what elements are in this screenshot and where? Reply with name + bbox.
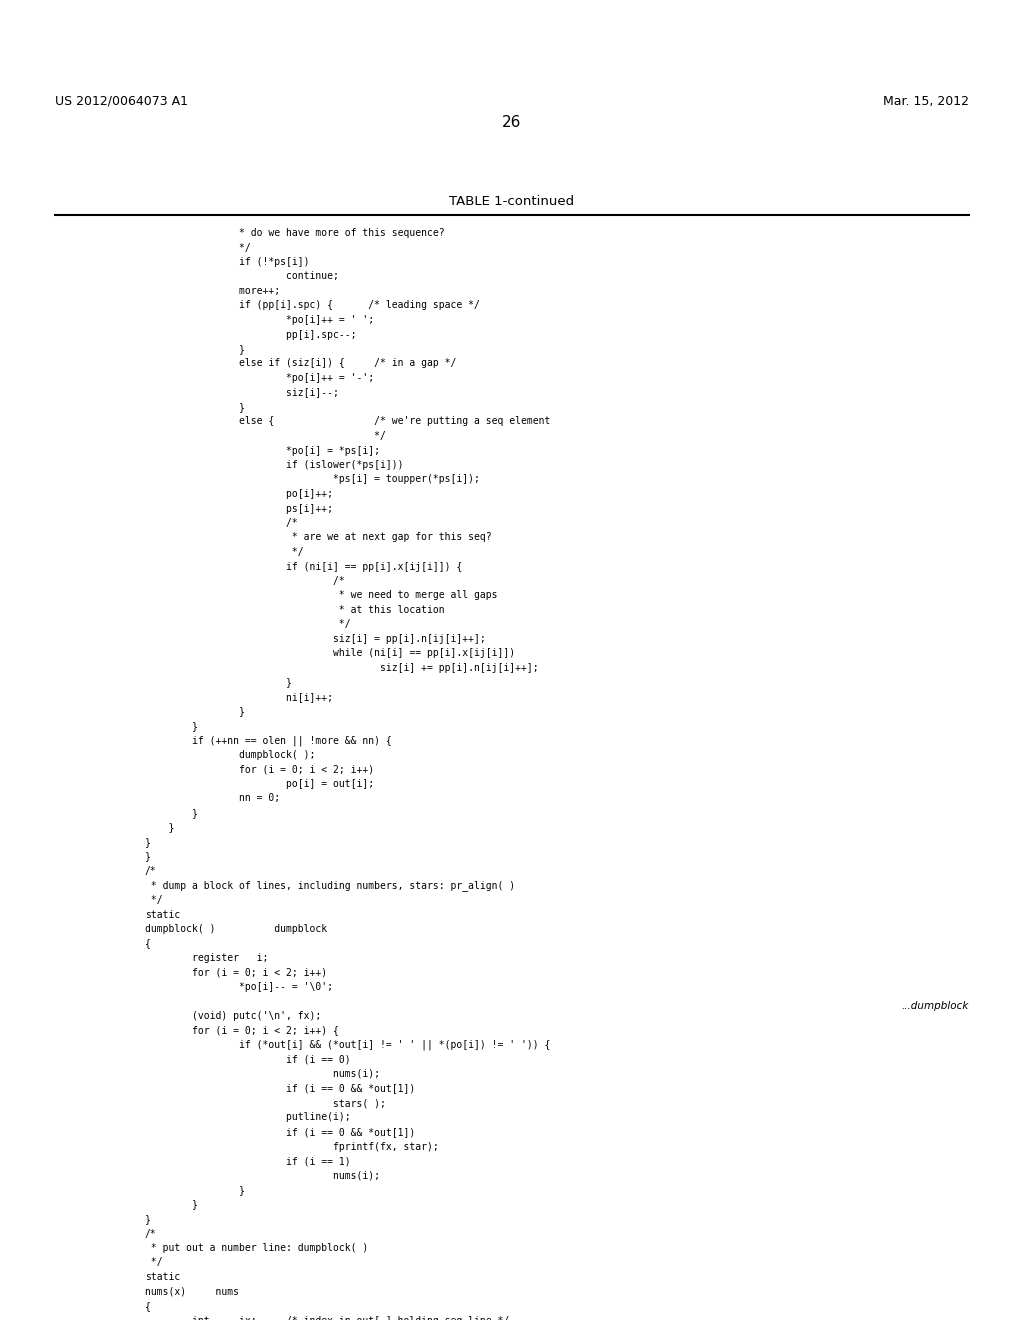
Text: * we need to merge all gaps: * we need to merge all gaps <box>145 590 498 601</box>
Text: 26: 26 <box>503 115 521 129</box>
Text: siz[i] += pp[i].n[ij[i]++];: siz[i] += pp[i].n[ij[i]++]; <box>145 663 539 673</box>
Text: continue;: continue; <box>145 272 339 281</box>
Text: }: } <box>145 1214 151 1224</box>
Text: */: */ <box>145 1258 163 1267</box>
Text: *po[i] = *ps[i];: *po[i] = *ps[i]; <box>145 446 380 455</box>
Text: }: } <box>145 851 151 862</box>
Text: *po[i]++ = '-';: *po[i]++ = '-'; <box>145 374 374 383</box>
Text: static: static <box>145 909 180 920</box>
Text: ...dumpblock: ...dumpblock <box>901 1001 969 1011</box>
Text: pp[i].spc--;: pp[i].spc--; <box>145 330 356 339</box>
Text: }: } <box>145 403 245 412</box>
Text: *ps[i] = toupper(*ps[i]);: *ps[i] = toupper(*ps[i]); <box>145 474 480 484</box>
Text: nums(i);: nums(i); <box>145 1069 380 1078</box>
Text: siz[i]--;: siz[i]--; <box>145 388 339 397</box>
Text: more++;: more++; <box>145 286 281 296</box>
Text: else if (siz[i]) {     /* in a gap */: else if (siz[i]) { /* in a gap */ <box>145 359 457 368</box>
Text: if (i == 0): if (i == 0) <box>145 1055 350 1064</box>
Text: * do we have more of this sequence?: * do we have more of this sequence? <box>145 228 444 238</box>
Text: if (pp[i].spc) {      /* leading space */: if (pp[i].spc) { /* leading space */ <box>145 301 480 310</box>
Text: }: } <box>145 808 198 818</box>
Text: * are we at next gap for this seq?: * are we at next gap for this seq? <box>145 532 492 543</box>
Text: * put out a number line: dumpblock( ): * put out a number line: dumpblock( ) <box>145 1243 369 1253</box>
Text: while (ni[i] == pp[i].x[ij[i]]): while (ni[i] == pp[i].x[ij[i]]) <box>145 648 515 659</box>
Text: (void) putc('\n', fx);: (void) putc('\n', fx); <box>145 1011 322 1020</box>
Text: if (i == 0 && *out[1]): if (i == 0 && *out[1]) <box>145 1127 416 1137</box>
Text: }: } <box>145 721 198 731</box>
Text: /*: /* <box>145 866 157 876</box>
Text: fprintf(fx, star);: fprintf(fx, star); <box>145 1142 438 1151</box>
Text: * at this location: * at this location <box>145 605 444 615</box>
Text: for (i = 0; i < 2; i++): for (i = 0; i < 2; i++) <box>145 764 374 775</box>
Text: }: } <box>145 837 151 847</box>
Text: if (islower(*ps[i])): if (islower(*ps[i])) <box>145 459 403 470</box>
Text: *po[i]++ = ' ';: *po[i]++ = ' '; <box>145 315 374 325</box>
Text: dumpblock( );: dumpblock( ); <box>145 750 315 760</box>
Text: ps[i]++;: ps[i]++; <box>145 503 333 513</box>
Text: dumpblock( )          dumpblock: dumpblock( ) dumpblock <box>145 924 327 935</box>
Text: nn = 0;: nn = 0; <box>145 793 281 804</box>
Text: int     ix;     /* index in out[ ] holding seq line */: int ix; /* index in out[ ] holding seq l… <box>145 1316 509 1320</box>
Text: for (i = 0; i < 2; i++) {: for (i = 0; i < 2; i++) { <box>145 1026 339 1035</box>
Text: *po[i]-- = '\0';: *po[i]-- = '\0'; <box>145 982 333 993</box>
Text: {: { <box>145 1302 151 1311</box>
Text: po[i]++;: po[i]++; <box>145 488 333 499</box>
Text: }: } <box>145 822 174 833</box>
Text: * dump a block of lines, including numbers, stars: pr_align( ): * dump a block of lines, including numbe… <box>145 880 515 891</box>
Text: register   i;: register i; <box>145 953 268 964</box>
Text: Mar. 15, 2012: Mar. 15, 2012 <box>883 95 969 108</box>
Text: putline(i);: putline(i); <box>145 1113 350 1122</box>
Text: if (++nn == olen || !more && nn) {: if (++nn == olen || !more && nn) { <box>145 735 392 746</box>
Text: */: */ <box>145 546 304 557</box>
Text: }: } <box>145 1185 245 1195</box>
Text: ni[i]++;: ni[i]++; <box>145 692 333 702</box>
Text: nums(x)     nums: nums(x) nums <box>145 1287 239 1296</box>
Text: static: static <box>145 1272 180 1282</box>
Text: else {                 /* we're putting a seq element: else { /* we're putting a seq element <box>145 417 550 426</box>
Text: */: */ <box>145 619 350 630</box>
Text: /*: /* <box>145 517 298 528</box>
Text: stars( );: stars( ); <box>145 1098 386 1107</box>
Text: nums(i);: nums(i); <box>145 1171 380 1180</box>
Text: if (ni[i] == pp[i].x[ij[i]]) {: if (ni[i] == pp[i].x[ij[i]]) { <box>145 561 462 572</box>
Text: /*: /* <box>145 576 345 586</box>
Text: if (!*ps[i]): if (!*ps[i]) <box>145 257 309 267</box>
Text: if (i == 0 && *out[1]): if (i == 0 && *out[1]) <box>145 1084 416 1093</box>
Text: /*: /* <box>145 1229 157 1238</box>
Text: if (*out[i] && (*out[i] != ' ' || *(po[i]) != ' ')) {: if (*out[i] && (*out[i] != ' ' || *(po[i… <box>145 1040 550 1051</box>
Text: */: */ <box>145 243 251 252</box>
Text: po[i] = out[i];: po[i] = out[i]; <box>145 779 374 789</box>
Text: }: } <box>145 345 245 354</box>
Text: TABLE 1-continued: TABLE 1-continued <box>450 195 574 209</box>
Text: for (i = 0; i < 2; i++): for (i = 0; i < 2; i++) <box>145 968 327 978</box>
Text: }: } <box>145 1200 198 1209</box>
Text: }: } <box>145 706 245 717</box>
Text: */: */ <box>145 895 163 906</box>
Text: */: */ <box>145 432 386 441</box>
Text: siz[i] = pp[i].n[ij[i]++];: siz[i] = pp[i].n[ij[i]++]; <box>145 634 485 644</box>
Text: {: { <box>145 939 151 949</box>
Text: }: } <box>145 677 292 688</box>
Text: if (i == 1): if (i == 1) <box>145 1156 350 1166</box>
Text: US 2012/0064073 A1: US 2012/0064073 A1 <box>55 95 188 108</box>
